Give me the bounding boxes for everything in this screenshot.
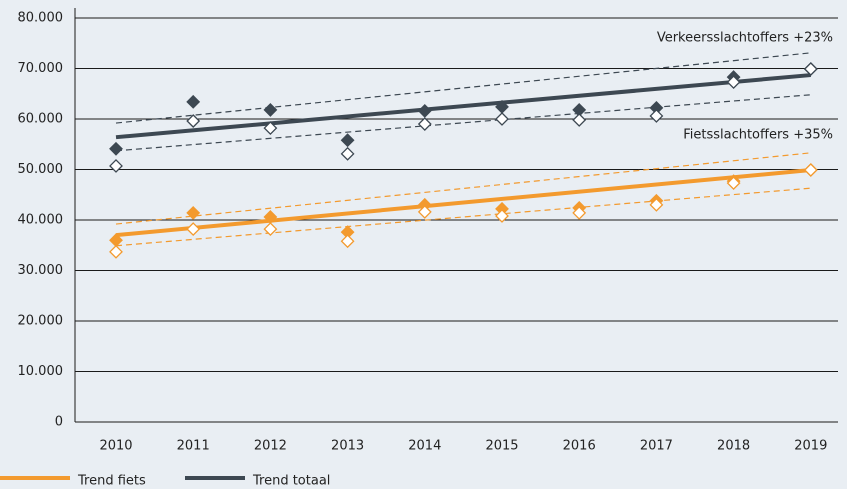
data-point [803,163,818,177]
y-tick-label: 0 [55,415,63,430]
y-tick-label: 40.000 [18,213,64,228]
confidence-band [115,94,811,152]
confidence-band [115,52,811,124]
x-tick-label: 2014 [408,439,441,454]
y-tick-label: 60.000 [18,112,64,127]
data-point [263,121,278,136]
data-point [340,234,355,249]
data-point [340,146,355,161]
x-tick-label: 2016 [563,439,596,454]
data-point [109,159,123,173]
data-point [186,206,201,220]
data-point [572,113,587,127]
trend-line [115,73,811,140]
y-tick-label: 80.000 [18,11,64,26]
x-tick-label: 2015 [485,439,518,454]
data-point [186,222,201,237]
data-point [726,75,741,90]
data-point [726,176,741,191]
x-tick-label: 2018 [717,439,750,454]
y-tick-label: 50.000 [18,162,64,177]
data-point [495,209,509,223]
confidence-band [115,187,811,247]
y-tick-label: 30.000 [18,263,64,278]
data-point [263,102,278,117]
data-point [649,109,664,123]
x-tick-label: 2017 [640,439,673,454]
legend-label: Trend fiets [77,474,146,489]
data-point [417,205,432,219]
data-point [417,104,432,118]
y-tick-label: 20.000 [18,314,64,329]
data-point [186,114,201,128]
data-point [109,244,123,259]
y-tick-label: 10.000 [18,364,64,379]
data-point [263,222,278,237]
x-tick-label: 2012 [254,439,287,454]
x-tick-label: 2019 [794,439,827,454]
confidence-band [115,152,811,225]
data-point [109,141,123,156]
x-tick-label: 2013 [331,439,364,454]
y-tick-label: 70.000 [18,61,64,76]
data-point [417,117,432,131]
data-point [186,94,201,109]
x-tick-label: 2011 [177,439,210,454]
x-tick-label: 2010 [99,439,132,454]
data-point [340,133,355,148]
legend-label: Trend totaal [252,474,330,489]
data-point [803,62,818,76]
trend-line [115,168,811,238]
data-point [572,206,587,220]
data-point [495,112,509,126]
annotation: Verkeersslachtoffers +23% [657,31,833,46]
data-point [649,197,664,212]
annotation: Fietsslachtoffers +35% [683,128,833,143]
